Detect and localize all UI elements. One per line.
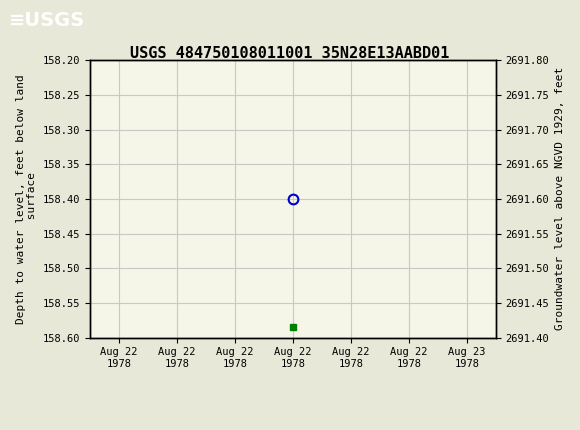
Text: USGS 484750108011001 35N28E13AABD01: USGS 484750108011001 35N28E13AABD01 bbox=[130, 46, 450, 61]
Text: ≡USGS: ≡USGS bbox=[9, 11, 85, 30]
Y-axis label: Groundwater level above NGVD 1929, feet: Groundwater level above NGVD 1929, feet bbox=[555, 67, 565, 331]
Y-axis label: Depth to water level, feet below land
 surface: Depth to water level, feet below land su… bbox=[16, 74, 37, 324]
